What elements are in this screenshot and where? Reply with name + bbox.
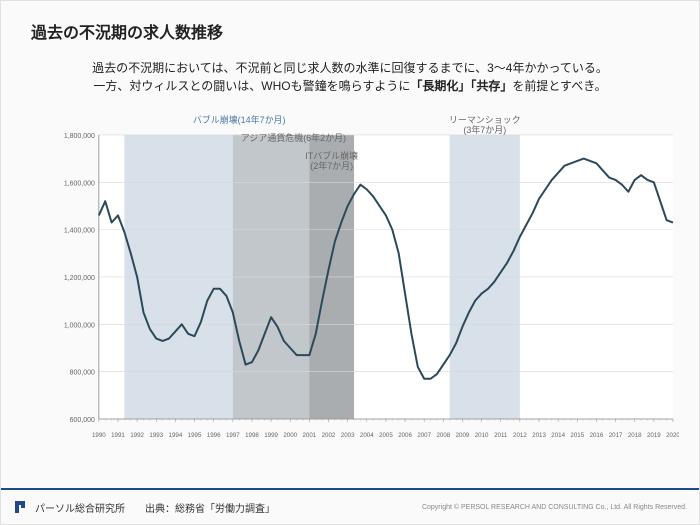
svg-text:2004: 2004 bbox=[360, 432, 374, 439]
svg-text:1,600,000: 1,600,000 bbox=[64, 180, 95, 187]
job-openings-chart: 600,000 800,000 1,000,000 1,200,000 1,400,00… bbox=[51, 111, 679, 465]
svg-text:2013: 2013 bbox=[532, 432, 546, 439]
footer-copyright: Copyright © PERSOL RESEARCH AND CONSULTI… bbox=[422, 504, 687, 511]
persol-icon bbox=[13, 499, 29, 515]
svg-text:800,000: 800,000 bbox=[70, 370, 95, 377]
svg-text:2000: 2000 bbox=[283, 432, 297, 439]
svg-text:1996: 1996 bbox=[207, 432, 221, 439]
svg-text:2018: 2018 bbox=[628, 432, 642, 439]
subtitle-line1: 過去の不況期においては、不況前と同じ求人数の水準に回復するまでに、3～4年かかっ… bbox=[92, 61, 608, 75]
svg-text:2008: 2008 bbox=[436, 432, 450, 439]
page-title: 過去の不況期の求人数推移 bbox=[31, 19, 223, 43]
svg-text:ITバブル崩壊: ITバブル崩壊 bbox=[305, 150, 358, 161]
footer: パーソル総合研究所 出典：総務省「労働力調査」 Copyright © PERS… bbox=[1, 488, 699, 524]
svg-text:1,000,000: 1,000,000 bbox=[64, 322, 95, 329]
svg-text:2009: 2009 bbox=[456, 432, 470, 439]
subtitle-line2-suffix: を前提とすべき。 bbox=[512, 79, 606, 93]
svg-text:600,000: 600,000 bbox=[70, 417, 95, 424]
svg-text:バブル崩壊(14年7か月): バブル崩壊(14年7か月) bbox=[193, 114, 286, 125]
svg-text:1,800,000: 1,800,000 bbox=[64, 133, 95, 140]
svg-text:1990: 1990 bbox=[92, 432, 106, 439]
svg-text:2006: 2006 bbox=[398, 432, 412, 439]
svg-text:1994: 1994 bbox=[169, 432, 183, 439]
subtitle: 過去の不況期においては、不況前と同じ求人数の水準に回復するまでに、3～4年かかっ… bbox=[31, 59, 669, 95]
svg-text:1,400,000: 1,400,000 bbox=[64, 228, 95, 235]
svg-text:2014: 2014 bbox=[551, 432, 565, 439]
footer-logo: パーソル総合研究所 bbox=[13, 499, 125, 515]
svg-text:2016: 2016 bbox=[590, 432, 604, 439]
svg-text:2003: 2003 bbox=[341, 432, 355, 439]
svg-text:2015: 2015 bbox=[570, 432, 584, 439]
svg-text:2012: 2012 bbox=[513, 432, 527, 439]
subtitle-line2-bold: 「長期化」「共存」 bbox=[410, 79, 512, 93]
svg-text:リーマンショック: リーマンショック bbox=[449, 115, 521, 125]
svg-text:1995: 1995 bbox=[188, 432, 202, 439]
svg-text:2002: 2002 bbox=[322, 432, 336, 439]
svg-text:2005: 2005 bbox=[379, 432, 393, 439]
svg-text:1997: 1997 bbox=[226, 432, 240, 439]
svg-text:2007: 2007 bbox=[417, 432, 431, 439]
svg-text:(2年7か月): (2年7か月) bbox=[310, 160, 353, 171]
svg-text:2017: 2017 bbox=[609, 432, 623, 439]
svg-text:2011: 2011 bbox=[494, 432, 508, 439]
svg-text:1999: 1999 bbox=[264, 432, 278, 439]
svg-text:2020: 2020 bbox=[666, 432, 679, 439]
subtitle-line2-prefix: 一方、対ウィルスとの闘いは、WHOも警鐘を鳴らすように bbox=[93, 79, 410, 93]
svg-text:2010: 2010 bbox=[475, 432, 489, 439]
footer-org: パーソル総合研究所 bbox=[35, 500, 125, 515]
svg-text:(3年7か月): (3年7か月) bbox=[463, 124, 506, 135]
svg-text:1991: 1991 bbox=[111, 432, 125, 439]
svg-text:アジア通貨危機(6年2か月): アジア通貨危機(6年2か月) bbox=[241, 132, 346, 143]
svg-text:1,200,000: 1,200,000 bbox=[64, 275, 95, 282]
svg-text:1992: 1992 bbox=[130, 432, 144, 439]
footer-source: 出典：総務省「労働力調査」 bbox=[145, 500, 275, 515]
svg-text:1993: 1993 bbox=[149, 432, 163, 439]
svg-text:2019: 2019 bbox=[647, 432, 661, 439]
svg-text:2001: 2001 bbox=[302, 432, 316, 439]
svg-text:1998: 1998 bbox=[245, 432, 259, 439]
